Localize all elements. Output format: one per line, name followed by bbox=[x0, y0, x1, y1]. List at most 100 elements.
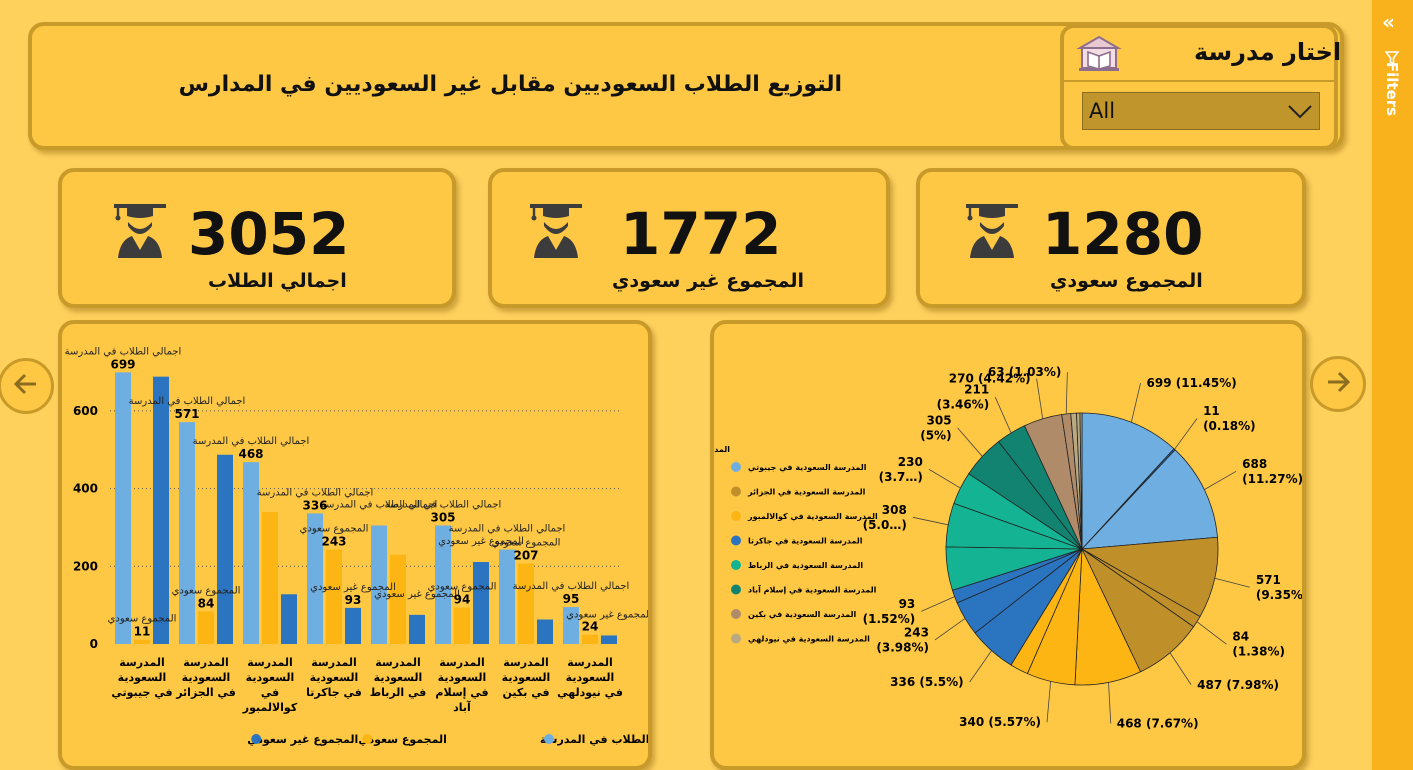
slicer-divider bbox=[1064, 80, 1334, 82]
kpi-non-saudi-label: المجموع غير سعودي bbox=[612, 270, 804, 292]
pie-data-label: (3.98%) bbox=[876, 640, 929, 654]
double-chevron-left-icon[interactable]: « bbox=[1382, 10, 1395, 34]
pie-leader-line bbox=[921, 596, 955, 612]
data-label: 243 bbox=[321, 535, 346, 549]
legend-title: المدرسة bbox=[714, 445, 730, 454]
filters-label[interactable]: Filters bbox=[1383, 61, 1401, 117]
x-tick-label: السعودية bbox=[118, 671, 167, 684]
pie-data-label: (1.52%) bbox=[863, 612, 916, 626]
legend-label: المدرسة السعودية في الجزائر bbox=[747, 488, 866, 497]
bar-2-3 bbox=[345, 607, 361, 644]
legend-label: المدرسة السعودية في نيودلهي bbox=[748, 635, 870, 644]
annotation-label: اجمالي الطلاب في المدرسة bbox=[65, 346, 182, 357]
pie-data-label: 211 bbox=[964, 383, 989, 397]
pie-leader-line bbox=[994, 396, 1012, 434]
pie-data-label: 571 bbox=[1256, 573, 1281, 587]
x-tick-label: السعودية bbox=[374, 671, 423, 684]
x-tick-label: المدرسة bbox=[503, 656, 548, 669]
pie-data-label: 63 (1.03%) bbox=[988, 365, 1061, 379]
pie-leader-line bbox=[1046, 681, 1052, 723]
next-page-button[interactable] bbox=[1310, 356, 1366, 412]
data-label: 95 bbox=[563, 592, 580, 606]
pie-data-label: (1.38%) bbox=[1232, 645, 1285, 659]
annotation-label: المجموع غير سعودي bbox=[310, 582, 396, 593]
kpi-saudi-value: 1280 bbox=[1042, 200, 1204, 268]
pie-slice bbox=[1080, 449, 1218, 550]
pie-chart-panel: 699 (11.45%) 11 (0.18%) 688 (11.27%) 571 (9.35… bbox=[710, 320, 1306, 770]
pie-data-label: 93 bbox=[899, 597, 916, 611]
kpi-total-label: اجمالي الطلاب bbox=[208, 270, 347, 292]
annotation-label: اجمالي الطلاب في المدرسة bbox=[449, 524, 566, 535]
x-tick-label: في نيودلهي bbox=[557, 686, 623, 699]
school-slicer: اختار مدرسة All bbox=[1060, 24, 1341, 150]
legend-label: اجمالي الطلاب في المدرسة bbox=[540, 733, 648, 746]
legend-marker bbox=[731, 633, 741, 644]
pie-slice bbox=[1080, 536, 1219, 618]
legend-marker bbox=[731, 535, 741, 546]
legend-label: المدرسة السعودية في إسلام آباد bbox=[748, 585, 877, 595]
school-dropdown[interactable]: All bbox=[1082, 92, 1320, 130]
bar-2-5 bbox=[473, 562, 489, 644]
pie-data-label: (3.46%) bbox=[937, 398, 990, 412]
x-tick-label: السعودية bbox=[438, 671, 487, 684]
pie-data-label: (5%) bbox=[920, 428, 951, 442]
bar-2-4 bbox=[409, 614, 425, 644]
x-tick-label: السعودية bbox=[182, 671, 231, 684]
bar-1-5 bbox=[454, 607, 470, 644]
legend-marker bbox=[731, 609, 741, 619]
x-tick-label: السعودية bbox=[310, 671, 359, 684]
annotation-label: المجموع غير سعودي bbox=[566, 609, 648, 620]
annotation-label: اجمالي الطلاب في المدرسة bbox=[321, 499, 438, 510]
legend-label: المدرسة السعودية في جيبوتي bbox=[748, 463, 867, 472]
x-tick-label: المدرسة bbox=[247, 656, 292, 669]
pie-data-label: 11 bbox=[1203, 404, 1220, 418]
x-tick-label: السعودية bbox=[566, 671, 615, 684]
x-tick-label: السعودية bbox=[502, 671, 551, 684]
bar-2-7 bbox=[601, 635, 617, 644]
legend-marker bbox=[731, 462, 741, 472]
pie-data-label: 468 (7.67%) bbox=[1117, 717, 1199, 731]
data-label: 24 bbox=[582, 620, 599, 634]
graduate-icon bbox=[530, 202, 582, 264]
pie-slice bbox=[1081, 412, 1175, 551]
legend-marker bbox=[544, 734, 554, 744]
x-tick-label: آباد bbox=[453, 700, 471, 714]
y-tick-label: 400 bbox=[73, 482, 98, 496]
kpi-saudi: 1280 المجموع سعودي bbox=[916, 168, 1306, 308]
pie-data-label: (3.7…) bbox=[879, 470, 923, 484]
legend-marker bbox=[731, 584, 741, 595]
filters-pane[interactable]: « Filters bbox=[1372, 0, 1413, 770]
legend-label: المدرسة السعودية في الرباط bbox=[748, 561, 863, 570]
pie-leader-line bbox=[1174, 418, 1198, 450]
bar-1-3 bbox=[326, 549, 342, 644]
bar-0-3 bbox=[307, 513, 323, 644]
y-tick-label: 200 bbox=[73, 559, 98, 573]
legend-label: المجموع سعودي bbox=[358, 733, 446, 746]
arrow-left-icon bbox=[12, 370, 40, 402]
data-label: 207 bbox=[513, 549, 538, 563]
pie-slice bbox=[1079, 412, 1083, 550]
data-label: 84 bbox=[198, 596, 215, 610]
pie-data-label: 308 bbox=[882, 503, 907, 517]
pie-leader-line bbox=[934, 618, 966, 641]
data-label: 305 bbox=[430, 510, 455, 524]
page-title: التوزيع الطلاب السعوديين مقابل غير السعو… bbox=[178, 72, 842, 97]
legend-marker bbox=[362, 734, 373, 744]
previous-page-button[interactable] bbox=[0, 358, 54, 414]
kpi-saudi-label: المجموع سعودي bbox=[1050, 270, 1203, 292]
pie-leader-line bbox=[969, 650, 992, 683]
kpi-total-students: 3052 اجمالي الطلاب bbox=[58, 168, 456, 308]
pie-chart[interactable]: 699 (11.45%) 11(0.18%) 688(11.27%) 571(9.35… bbox=[714, 324, 1302, 766]
bar-chart-panel: 0 200 400 600 اجمالي الطلاب في المدرسة اجمالي… bbox=[58, 320, 652, 770]
x-tick-label: في جاكرتا bbox=[306, 686, 362, 699]
pie-data-label: 688 bbox=[1242, 457, 1267, 471]
annotation-label: المجموع غير سعودي bbox=[438, 536, 524, 547]
bar-1-7 bbox=[582, 634, 598, 644]
annotation-label: المجموع سعودي bbox=[108, 614, 177, 625]
x-tick-label: المدرسة bbox=[119, 656, 164, 669]
legend-label: المدرسة السعودية في كوالالمبور bbox=[747, 512, 878, 521]
pie-data-label: 336 (5.5%) bbox=[890, 675, 963, 689]
pie-data-label: (9.35%) bbox=[1256, 588, 1302, 602]
pie-leader-line bbox=[1065, 372, 1068, 414]
